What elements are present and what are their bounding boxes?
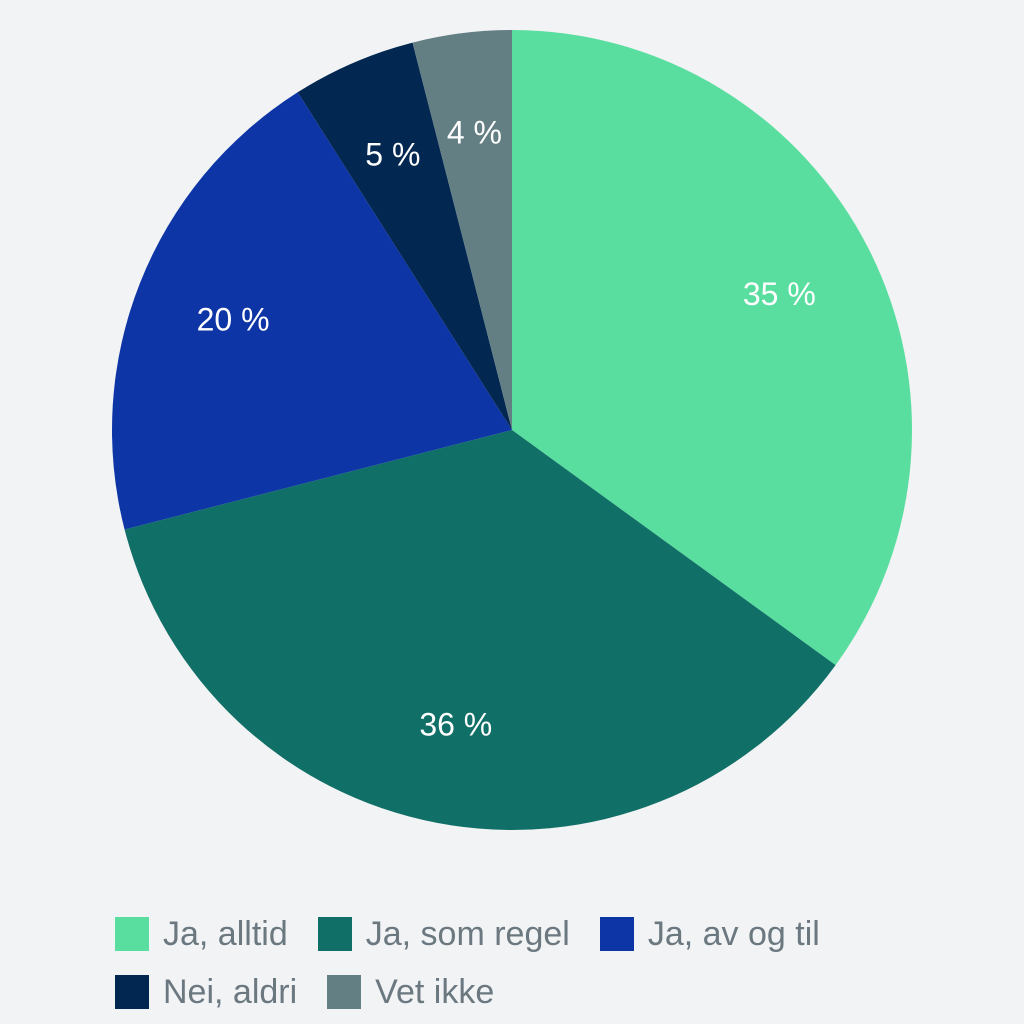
legend-item-ja-som-regel: Ja, som regel	[317, 914, 570, 954]
slice-label-nei-aldri: 5 %	[365, 137, 420, 173]
pie-slice-ja-som-regel	[124, 430, 836, 830]
legend-swatch-ja-som-regel	[317, 917, 352, 951]
legend-swatch-ja-alltid	[115, 917, 149, 951]
legend-label-vet-ikke: Vet ikke	[375, 972, 495, 1011]
slice-label-ja-som-regel: 36 %	[419, 707, 492, 743]
legend-swatch-vet-ikke	[327, 975, 362, 1009]
pie-slice-ja-av-og-til	[111, 92, 513, 530]
legend-row-1: Ja, alltid Ja, som regel Ja, av og til	[115, 905, 995, 963]
pie-slice-ja-alltid	[512, 30, 912, 666]
legend-item-ja-av-og-til: Ja, av og til	[599, 914, 820, 954]
slice-label-ja-alltid: 35 %	[743, 276, 816, 312]
pie-slice-vet-ikke	[412, 30, 512, 430]
slice-label-vet-ikke: 4 %	[447, 114, 502, 150]
legend-label-ja-av-og-til: Ja, av og til	[647, 914, 820, 953]
legend-label-ja-som-regel: Ja, som regel	[365, 914, 570, 953]
legend-item-vet-ikke: Vet ikke	[327, 973, 494, 1012]
legend-swatch-nei-aldri	[115, 975, 149, 1009]
legend-row-2: Nei, aldri Vet ikke	[115, 963, 995, 1021]
legend-swatch-ja-av-og-til	[599, 917, 634, 951]
legend: Ja, alltid Ja, som regel Ja, av og til N…	[115, 905, 995, 1021]
legend-item-ja-alltid: Ja, alltid	[115, 915, 288, 954]
legend-label-nei-aldri: Nei, aldri	[163, 972, 298, 1011]
slice-label-ja-av-og-til: 20 %	[197, 302, 270, 338]
legend-label-ja-alltid: Ja, alltid	[163, 914, 288, 953]
pie-slice-nei-aldri	[297, 42, 512, 430]
legend-item-nei-aldri: Nei, aldri	[115, 973, 297, 1012]
